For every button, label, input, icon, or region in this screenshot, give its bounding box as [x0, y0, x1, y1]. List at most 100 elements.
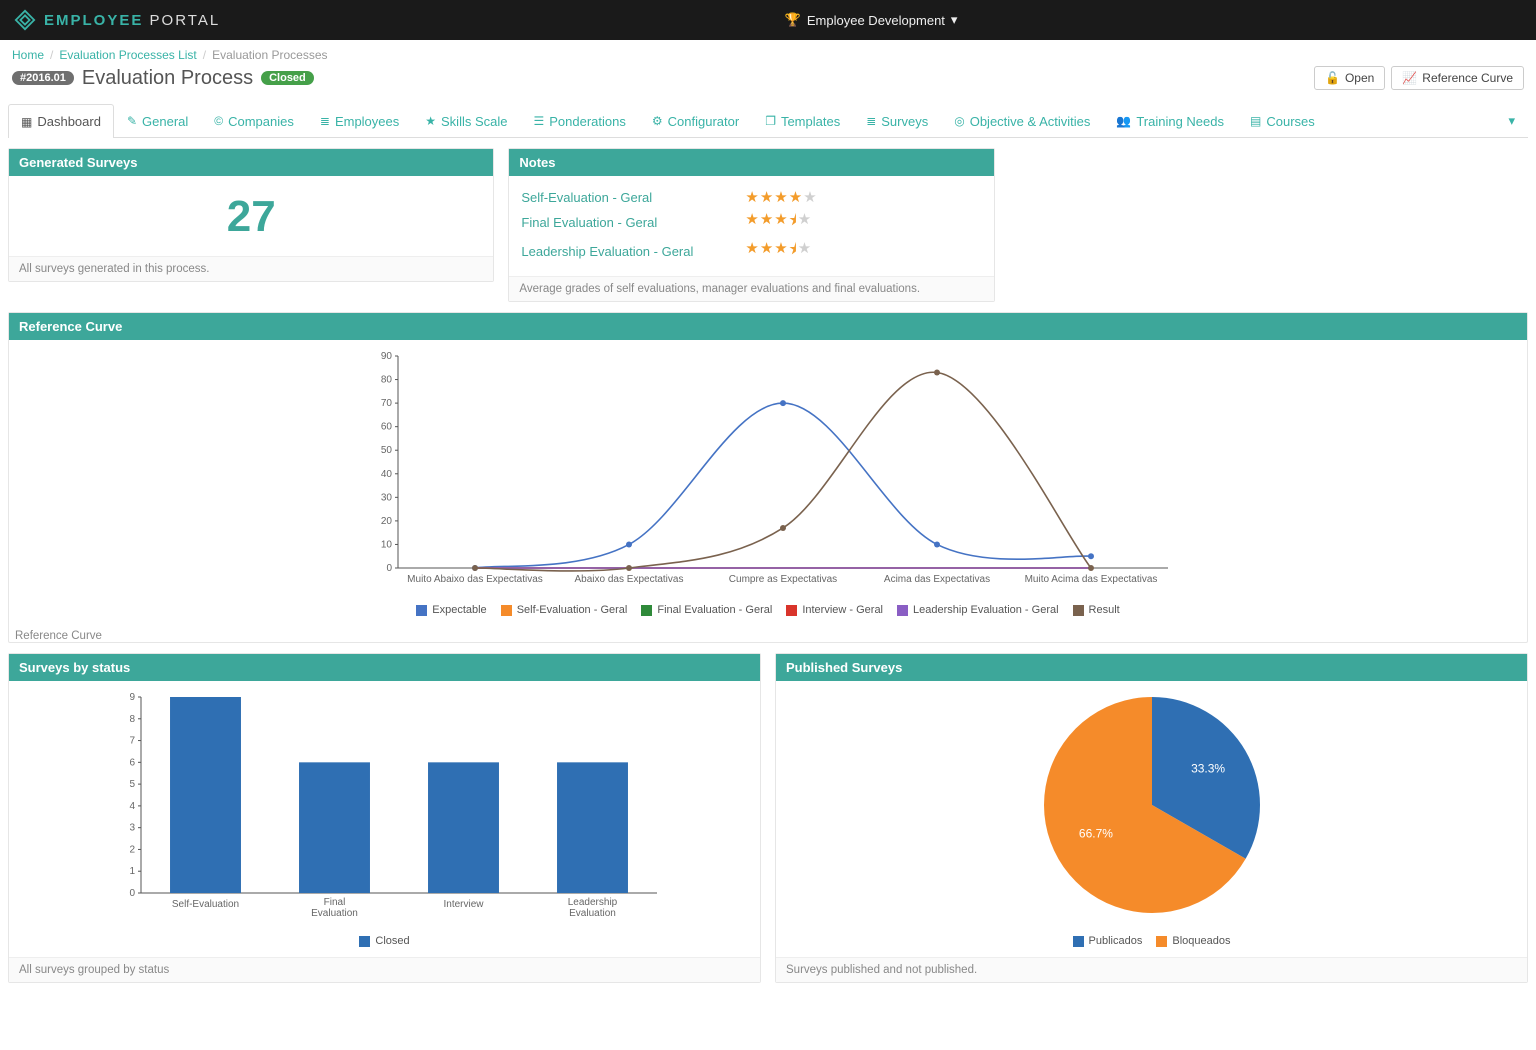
generated-surveys-count: 27: [21, 186, 481, 246]
panel-title: Notes: [509, 149, 993, 176]
legend-item: Interview - Geral: [786, 604, 883, 616]
tab-surveys[interactable]: ≣Surveys: [853, 104, 941, 137]
svg-text:Muito Abaixo das Expectativas: Muito Abaixo das Expectativas: [407, 574, 543, 585]
tab-general[interactable]: ✎General: [114, 104, 201, 137]
svg-text:6: 6: [129, 757, 135, 768]
legend-item: Self-Evaluation - Geral: [501, 604, 628, 616]
legend-item: Leadership Evaluation - Geral: [897, 604, 1059, 616]
star-rating: ★★★⯨★: [745, 239, 811, 264]
dashboard-icon: ▦: [21, 115, 32, 129]
tab-label: Skills Scale: [441, 114, 507, 129]
tab-label: Training Needs: [1136, 114, 1224, 129]
legend-item: Bloqueados: [1156, 935, 1230, 947]
page-header: Home / Evaluation Processes List / Evalu…: [0, 40, 1536, 96]
svg-text:70: 70: [381, 398, 393, 409]
trophy-icon: 🏆: [785, 12, 801, 28]
page-title: Evaluation Process: [82, 67, 253, 90]
svg-text:66.7%: 66.7%: [1078, 826, 1112, 840]
svg-text:Acima das Expectativas: Acima das Expectativas: [884, 574, 990, 585]
panel-footer: All surveys generated in this process.: [9, 256, 493, 281]
reference-curve-caption: Reference Curve: [15, 630, 1527, 642]
bar-legend-label: Closed: [375, 935, 409, 947]
svg-text:20: 20: [381, 516, 393, 527]
tab-label: Templates: [781, 114, 840, 129]
panel-notes: Notes Self-Evaluation - Geral★★★★★Final …: [508, 148, 994, 302]
svg-text:1: 1: [129, 866, 135, 877]
tab-skills-scale[interactable]: ★ Skills Scale: [412, 104, 520, 137]
svg-text:Cumpre as Expectativas: Cumpre as Expectativas: [729, 574, 837, 585]
svg-text:8: 8: [129, 714, 135, 725]
panel-generated-surveys: Generated Surveys 27 All surveys generat…: [8, 148, 494, 282]
tab-companies[interactable]: © Companies: [201, 104, 307, 137]
breadcrumb-current: Evaluation Processes: [212, 48, 327, 62]
tab-employees[interactable]: ≣Employees: [307, 104, 412, 137]
nav-dropdown-employee-development[interactable]: 🏆 Employee Development ▾: [785, 12, 958, 28]
ref-curve-button-label: Reference Curve: [1422, 71, 1513, 85]
notes-label: Self-Evaluation - Geral: [521, 190, 721, 205]
list-icon: ≣: [866, 114, 876, 128]
svg-text:0: 0: [386, 563, 392, 574]
svg-text:60: 60: [381, 422, 393, 433]
tab-label: General: [142, 114, 188, 129]
svg-text:2: 2: [129, 844, 135, 855]
svg-text:3: 3: [129, 823, 135, 834]
bar-legend: Closed: [359, 935, 409, 947]
star-empty-icon: ★: [803, 188, 816, 206]
star-full-icon: ★: [774, 188, 787, 206]
star-full-icon: ★: [760, 239, 773, 264]
tab-label: Employees: [335, 114, 399, 129]
breadcrumb-link[interactable]: Home: [12, 48, 44, 62]
tab-objective-activities[interactable]: ◎ Objective & Activities: [941, 104, 1103, 137]
target-icon: ◎: [954, 114, 964, 128]
tab-label: Configurator: [668, 114, 740, 129]
star-full-icon: ★: [774, 239, 787, 264]
star-rating: ★★★⯨★: [745, 210, 811, 235]
tab-templates[interactable]: ❐Templates: [752, 104, 853, 137]
open-button[interactable]: 🔓 Open: [1314, 66, 1385, 90]
tab-dashboard[interactable]: ▦Dashboard: [8, 104, 114, 138]
caret-down-icon: ▾: [951, 12, 958, 28]
brand[interactable]: EMPLOYEE PORTAL: [14, 9, 220, 31]
sliders-icon: ☰: [533, 114, 544, 128]
breadcrumb-link[interactable]: Evaluation Processes List: [59, 48, 196, 62]
book-icon: ▤: [1250, 114, 1261, 128]
reference-curve-button[interactable]: 📈 Reference Curve: [1391, 66, 1524, 90]
svg-text:40: 40: [381, 469, 393, 480]
logo-icon: [14, 9, 36, 31]
tab-ponderations[interactable]: ☰Ponderations: [520, 104, 638, 137]
star-full-icon: ★: [745, 239, 758, 264]
legend-item: Publicados: [1073, 935, 1143, 947]
breadcrumb-separator: /: [203, 48, 206, 62]
star-rating: ★★★★★: [745, 188, 816, 206]
star-empty-icon: ★: [798, 239, 811, 264]
open-button-label: Open: [1345, 71, 1374, 85]
tab-training-needs[interactable]: 👥Training Needs: [1103, 104, 1237, 137]
svg-text:90: 90: [381, 351, 393, 362]
gear-icon: ⚙: [652, 114, 663, 128]
copyright-icon: ©: [214, 114, 223, 128]
published-surveys-chart: 33.3%66.7%: [872, 691, 1432, 931]
panel-title: Generated Surveys: [9, 149, 493, 176]
process-id-badge: #2016.01: [12, 71, 74, 85]
panel-title: Published Surveys: [776, 654, 1527, 681]
panel-published-surveys: Published Surveys 33.3%66.7% Publicados B…: [775, 653, 1528, 983]
svg-text:4: 4: [129, 801, 135, 812]
tab-configurator[interactable]: ⚙ Configurator: [639, 104, 752, 137]
tab-label: Companies: [228, 114, 294, 129]
panel-title: Surveys by status: [9, 654, 760, 681]
breadcrumb-separator: /: [50, 48, 53, 62]
svg-text:Leadership: Leadership: [567, 897, 617, 908]
tab-label: Objective & Activities: [970, 114, 1091, 129]
star-icon: ★: [425, 114, 436, 128]
svg-text:0: 0: [129, 888, 135, 899]
tab-label: Courses: [1266, 114, 1314, 129]
notes-label: Leadership Evaluation - Geral: [521, 244, 721, 259]
panel-surveys-by-status: Surveys by status 0123456789Self-Evaluat…: [8, 653, 761, 983]
reference-curve-chart: 0102030405060708090Muito Abaixo das Expe…: [358, 350, 1178, 600]
chart-line-icon: 📈: [1402, 71, 1417, 85]
surveys-by-status-chart: 0123456789Self-EvaluationFinalEvaluation…: [105, 691, 665, 931]
notes-row: Self-Evaluation - Geral★★★★★: [521, 186, 981, 208]
tab-courses[interactable]: ▤ Courses: [1237, 104, 1328, 137]
tabs-overflow[interactable]: ▾: [1495, 104, 1528, 137]
tabs-bar: ▦Dashboard✎General©Companies≣Employees★S…: [8, 104, 1528, 138]
